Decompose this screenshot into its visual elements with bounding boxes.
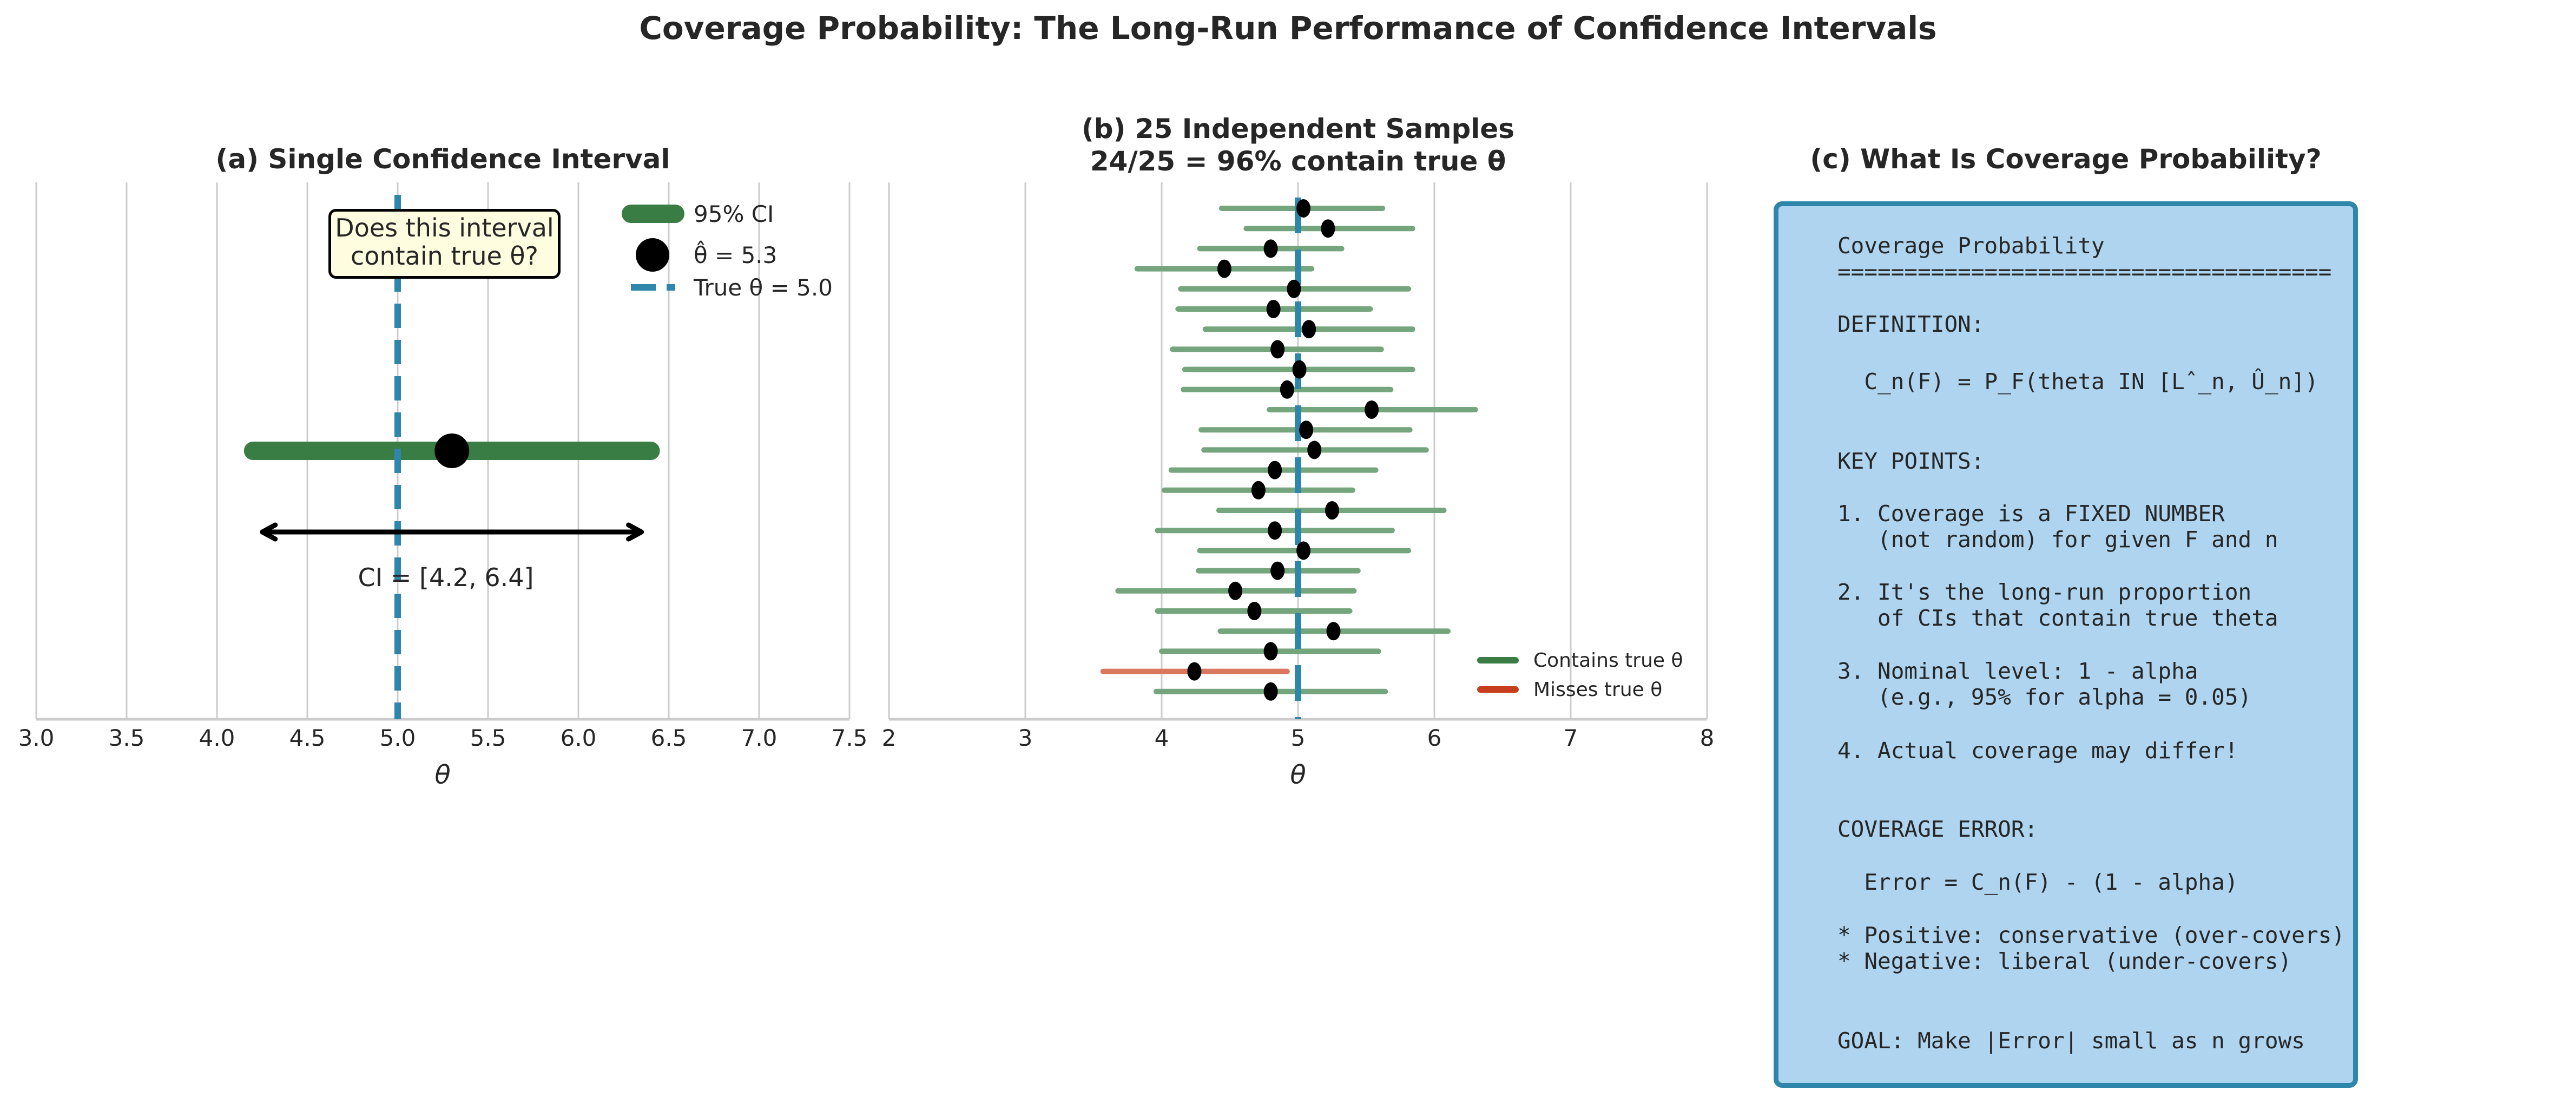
panel-c-line: DEFINITION:	[1837, 311, 1985, 337]
panel-b-title: (b) 25 Independent Samples 24/25 = 96% c…	[889, 113, 1707, 178]
x-tick-label: 2	[882, 725, 897, 751]
panel-c-line: =====================================	[1837, 259, 2332, 285]
point-estimate	[1268, 521, 1282, 540]
point-estimate	[1268, 461, 1282, 479]
panel-c-line: 1. Coverage is a FIXED NUMBER	[1837, 501, 2225, 527]
point-estimate	[1296, 541, 1311, 560]
x-tick-label: 3.0	[18, 725, 55, 751]
panel-b-tick-labels: 2 3 4 5 6 7 8	[882, 725, 1715, 751]
x-tick-label: 5.0	[380, 725, 416, 751]
legend-misses-label: Misses true θ	[1533, 679, 1662, 701]
point-estimate	[1307, 441, 1322, 459]
point-estimate	[1247, 602, 1262, 620]
point-estimate	[1217, 259, 1231, 278]
legend-true-theta-label: True θ = 5.0	[693, 274, 833, 301]
x-tick-label: 5.5	[470, 725, 506, 751]
panel-c-textbox	[1774, 201, 2358, 1088]
point-estimate	[1325, 501, 1339, 520]
x-tick-label: 6.0	[561, 725, 597, 751]
panel-c-line: GOAL: Make |Error| small as n grows	[1837, 1028, 2305, 1054]
point-estimate	[1321, 219, 1335, 238]
panel-b-intervals	[1100, 198, 1478, 719]
panel-c-line: COVERAGE ERROR:	[1837, 816, 2038, 842]
ci-label: CI = [4.2, 6.4]	[358, 563, 534, 592]
panel-c-line: 3. Nominal level: 1 - alpha	[1837, 658, 2198, 684]
point-estimate	[1263, 642, 1278, 661]
panel-c-line: KEY POINTS:	[1837, 448, 1985, 474]
panel-c-line: 4. Actual coverage may differ!	[1837, 738, 2238, 764]
panel-c-line: * Positive: conservative (over-covers)	[1837, 922, 2345, 948]
panel-a-title: (a) Single Confidence Interval	[215, 143, 670, 175]
point-estimate	[1187, 662, 1202, 681]
panel-c-line: 2. It's the long-run proportion	[1837, 579, 2252, 605]
panel-b-x-label: θ	[1290, 760, 1306, 790]
theta-hat-dot	[434, 433, 470, 468]
x-tick-label: 5	[1291, 725, 1306, 751]
panel-b-chart: 2 3 4 5 6 7 8 θ Contains true θ Misses true θ	[882, 182, 1715, 790]
panel-a-legend: 95% CI θ̂ = 5.3 True θ = 5.0	[622, 201, 833, 301]
point-estimate	[1299, 421, 1314, 439]
panel-b-title-line-2: 24/25 = 96% contain true θ	[1090, 146, 1506, 177]
point-estimate	[1365, 400, 1379, 419]
point-estimate	[1270, 340, 1285, 359]
panel-c-line: (not random) for given F and n	[1837, 527, 2278, 553]
panel-a-tick-labels: 3.0 3.5 4.0 4.5 5.0 5.5 6.0 6.5 7.0 7.5	[18, 725, 868, 751]
legend-theta-hat-swatch	[636, 238, 669, 272]
x-tick-label: 6.5	[651, 725, 687, 751]
panel-c-line: (e.g., 95% for alpha = 0.05)	[1837, 684, 2252, 710]
point-estimate	[1296, 199, 1311, 218]
point-estimate	[1228, 581, 1243, 600]
point-estimate	[1292, 360, 1307, 379]
point-estimate	[1326, 622, 1341, 641]
annotation-box: Does this interval contain true θ?	[328, 209, 561, 279]
panel-b-legend: Contains true θ Misses true θ	[1477, 649, 1683, 701]
legend-contains-label: Contains true θ	[1533, 649, 1683, 672]
point-estimate	[1251, 481, 1266, 500]
x-tick-label: 3.5	[109, 725, 145, 751]
figure-title: Coverage Probability: The Long-Run Perfo…	[639, 10, 1937, 47]
panel-c-line: * Negative: liberal (under-covers)	[1837, 948, 2292, 974]
x-tick-label: 8	[1700, 725, 1715, 751]
point-estimate	[1270, 561, 1285, 580]
panel-c-title: (c) What Is Coverage Probability?	[1810, 143, 2322, 175]
point-estimate	[1287, 279, 1301, 298]
panel-a-x-label: θ	[434, 760, 450, 790]
point-estimate	[1266, 300, 1281, 318]
ci-width-arrow	[260, 522, 644, 542]
x-tick-label: 4	[1155, 725, 1169, 751]
x-tick-label: 6	[1427, 725, 1442, 751]
point-estimate	[1302, 320, 1316, 339]
point-estimate	[1263, 682, 1278, 701]
panel-c-line: C_n(F) = P_F(theta IN [Lˆ_n, Û_n])	[1837, 369, 2318, 395]
legend-theta-hat-label: θ̂ = 5.3	[694, 240, 777, 268]
x-tick-label: 4.0	[199, 725, 235, 751]
panel-c-line: Error = C_n(F) - (1 - alpha)	[1837, 869, 2238, 895]
x-tick-label: 7.5	[832, 725, 868, 751]
panel-c-line: Coverage Probability	[1837, 233, 2105, 259]
point-estimate	[1280, 380, 1294, 399]
panel-b-title-line-1: (b) 25 Independent Samples	[1081, 113, 1515, 144]
x-tick-label: 7.0	[741, 725, 778, 751]
point-estimate	[1263, 239, 1278, 258]
x-tick-label: 7	[1564, 725, 1578, 751]
x-tick-label: 4.5	[289, 725, 326, 751]
legend-ci-label: 95% CI	[694, 201, 774, 227]
annotation-line-1: Does this interval	[335, 213, 554, 242]
panel-c-line: of CIs that contain true theta	[1837, 605, 2278, 631]
annotation-line-2: contain true θ?	[351, 241, 538, 271]
x-tick-label: 3	[1018, 725, 1033, 751]
